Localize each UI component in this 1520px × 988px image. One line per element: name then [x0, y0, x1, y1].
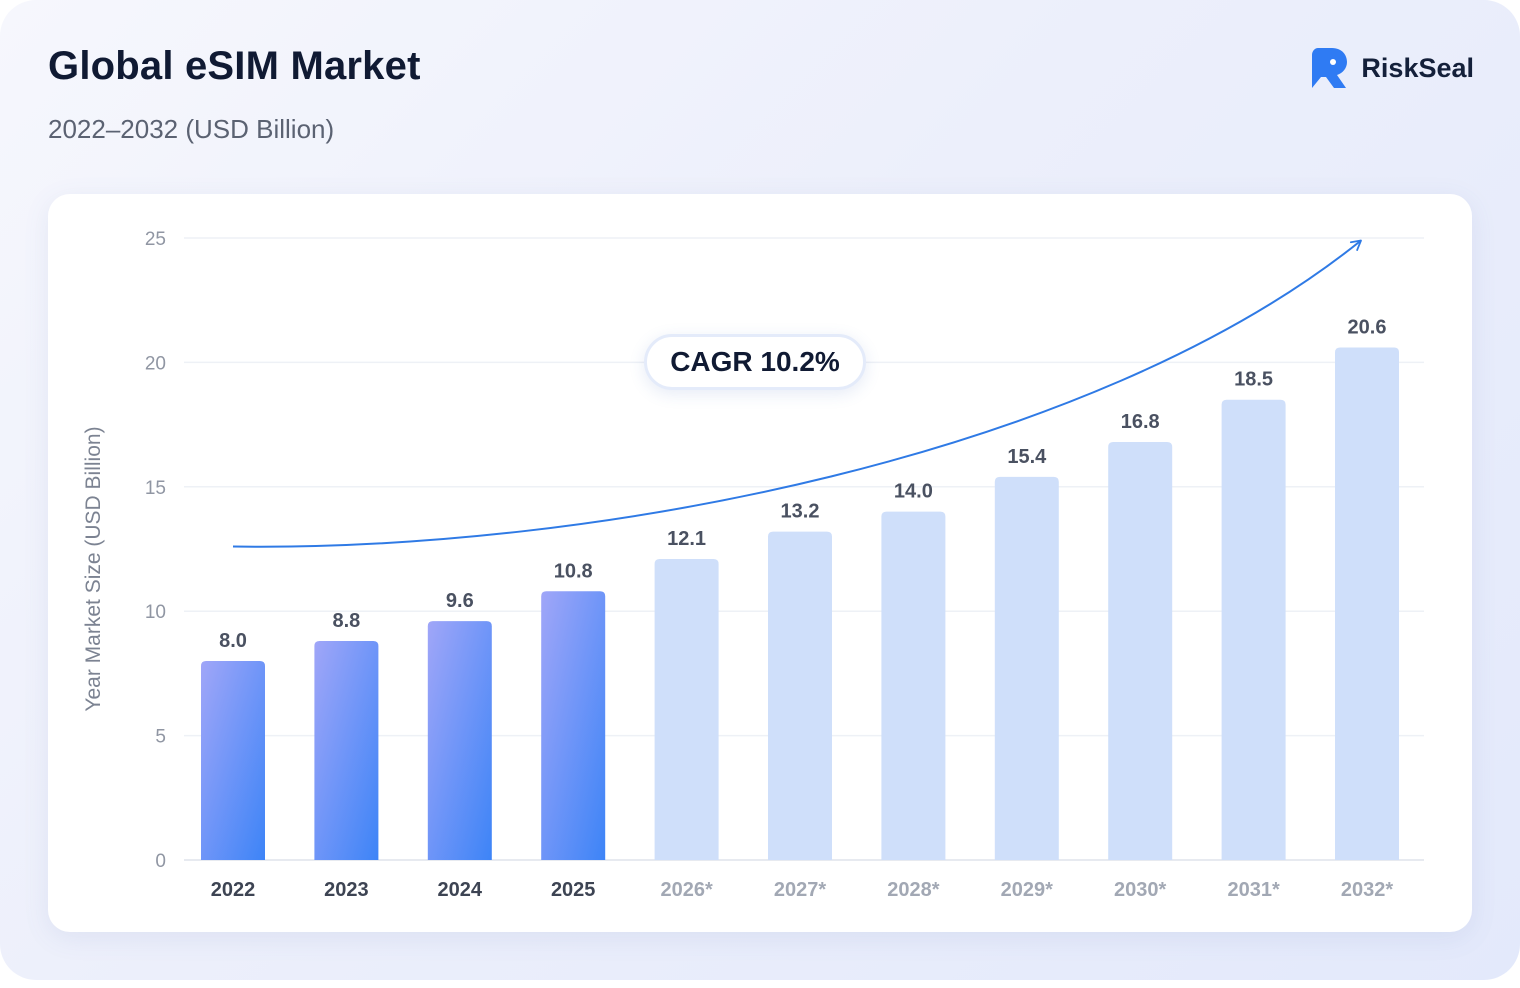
x-tick-label: 2027*: [774, 879, 826, 901]
x-tick-label: 2024: [438, 879, 483, 901]
x-tick-label: 2030*: [1114, 879, 1166, 901]
x-tick-label: 2025: [551, 879, 596, 901]
data-label: 9.6: [446, 590, 474, 612]
bar-2023: [314, 641, 379, 860]
data-label: 10.8: [554, 560, 593, 582]
y-tick-label: 20: [145, 353, 166, 374]
data-label: 16.8: [1121, 411, 1160, 433]
x-tick-label: 2032*: [1341, 879, 1393, 901]
bar-2028: [881, 511, 946, 860]
bar-2029: [994, 476, 1059, 860]
data-label: 13.2: [781, 501, 820, 523]
bar-2025: [541, 591, 606, 860]
data-label: 15.4: [1007, 446, 1047, 468]
riskseal-logo-icon: [1312, 48, 1348, 88]
bar-2024: [427, 621, 492, 860]
data-label: 8.0: [219, 630, 247, 652]
y-tick-label: 15: [145, 478, 166, 499]
y-tick-label: 5: [155, 727, 166, 748]
x-tick-label: 2029*: [1001, 879, 1053, 901]
bar-2031: [1221, 399, 1286, 860]
data-label: 8.8: [332, 610, 360, 632]
data-label: 18.5: [1234, 369, 1273, 391]
x-tick-label: 2031*: [1227, 879, 1279, 901]
y-tick-label: 25: [145, 229, 166, 250]
page-subtitle: 2022–2032 (USD Billion): [48, 114, 335, 144]
bar-2026: [654, 558, 719, 860]
data-label: 12.1: [667, 528, 706, 550]
x-tick-label: 2023: [324, 879, 369, 901]
x-tick-label: 2028*: [887, 879, 939, 901]
x-tick-label: 2022: [211, 879, 256, 901]
data-label: 20.6: [1348, 316, 1387, 338]
brand-logo: RiskSeal: [1309, 46, 1474, 90]
x-tick-label: 2026*: [660, 879, 712, 901]
cagr-badge: CAGR 10.2%: [644, 334, 866, 390]
cagr-trend-arrow: [232, 239, 1362, 548]
bar-2030: [1108, 442, 1173, 860]
y-axis-title: Year Market Size (USD Billion): [82, 426, 105, 711]
bar-2027: [768, 531, 832, 860]
chart-card: 0 5 10 15 20 25 Year Market Size (USD Billion)…: [48, 194, 1472, 932]
bar-2032: [1335, 347, 1399, 860]
page-title: Global eSIM Market: [48, 44, 421, 88]
data-label: 14.0: [894, 481, 933, 503]
bar-2022: [201, 660, 265, 860]
brand-name: RiskSeal: [1361, 52, 1474, 83]
y-tick-label: 10: [145, 602, 166, 623]
y-tick-label: 0: [155, 851, 166, 872]
